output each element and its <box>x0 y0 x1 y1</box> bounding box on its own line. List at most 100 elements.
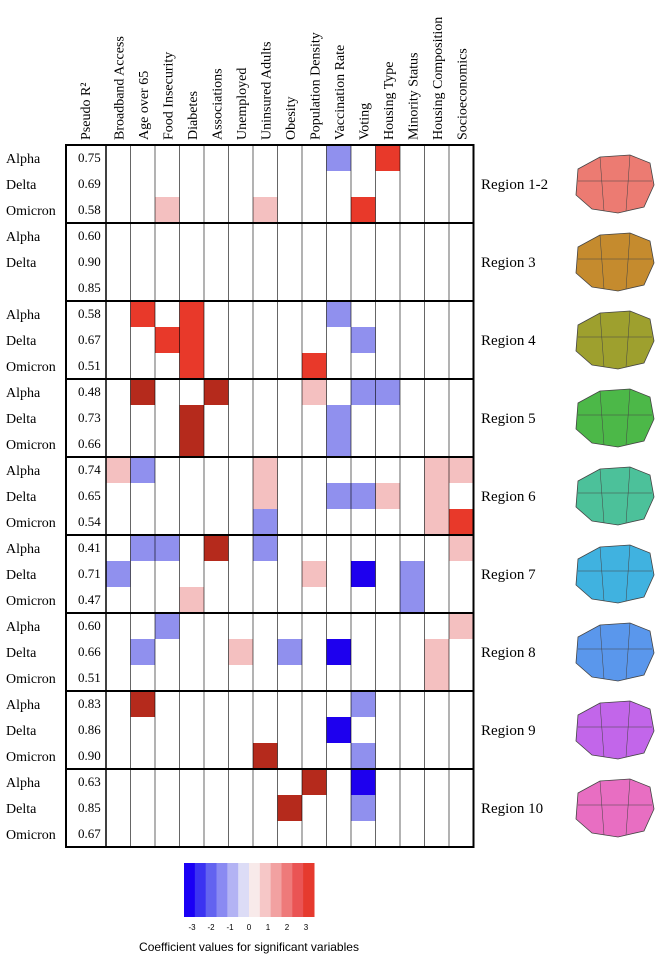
legend-tick: -2 <box>207 923 215 932</box>
heatmap-cell <box>130 691 155 717</box>
legend-swatch <box>281 863 293 917</box>
variant-label: Delta <box>6 646 37 661</box>
region-map <box>575 778 655 838</box>
heatmap-cell <box>351 561 376 587</box>
heatmap-cell <box>302 353 327 379</box>
variant-label: Delta <box>6 412 37 427</box>
region-map <box>575 388 655 448</box>
heatmap-cell <box>326 639 351 665</box>
variant-label: Alpha <box>6 386 41 401</box>
pseudo-r2-value: 0.69 <box>78 176 101 191</box>
legend-tick: 2 <box>285 923 290 932</box>
pseudo-r2-value: 0.90 <box>78 748 101 763</box>
pseudo-r2-value: 0.47 <box>78 592 101 607</box>
heatmap-cell <box>130 535 155 561</box>
region-map <box>575 232 655 292</box>
heatmap-cell <box>351 769 376 795</box>
variant-label: Alpha <box>6 152 41 167</box>
variant-label: Delta <box>6 490 37 505</box>
heatmap-cell <box>179 587 204 613</box>
pseudo-r2-value: 0.66 <box>78 644 101 659</box>
column-header: Housing Composition <box>431 17 446 140</box>
heatmap-cell <box>375 379 400 405</box>
column-header: Population Density <box>308 32 323 140</box>
pseudo-r2-value: 0.71 <box>78 566 101 581</box>
heatmap-cell <box>400 561 425 587</box>
region-label: Region 5 <box>481 411 536 427</box>
region-map-borders <box>578 154 652 212</box>
heatmap-cell <box>449 457 474 483</box>
region-map-borders <box>578 544 652 602</box>
legend-tick: -1 <box>226 923 234 932</box>
legend-swatch <box>249 863 261 917</box>
heatmap-cell <box>277 639 302 665</box>
region-map-borders <box>578 388 652 446</box>
region-label: Region 1-2 <box>481 177 548 193</box>
heatmap-cell <box>351 197 376 223</box>
heatmap-cell <box>106 457 131 483</box>
heatmap-cell <box>228 639 253 665</box>
region-map-borders <box>578 232 652 290</box>
legend-swatch <box>292 863 304 917</box>
heatmap-cell <box>155 197 180 223</box>
pseudo-r2-value: 0.90 <box>78 254 101 269</box>
pseudo-r2-value: 0.85 <box>78 800 101 815</box>
variant-label: Delta <box>6 802 37 817</box>
grid-border <box>65 144 475 848</box>
legend-swatch <box>216 863 228 917</box>
pseudo-r2-value: 0.60 <box>78 228 101 243</box>
pseudo-r2-value: 0.60 <box>78 618 101 633</box>
column-header: Diabetes <box>186 91 201 140</box>
heatmap-cell <box>130 639 155 665</box>
region-map-borders <box>578 466 652 524</box>
pseudo-r2-value: 0.41 <box>78 540 101 555</box>
variant-label: Omicron <box>6 828 56 843</box>
pseudo-r2-value: 0.66 <box>78 436 101 451</box>
heatmap-cell <box>351 327 376 353</box>
heatmap-cell <box>326 145 351 171</box>
column-header: Minority Status <box>406 52 421 140</box>
region-map <box>575 310 655 370</box>
region-map-borders <box>578 700 652 758</box>
column-header: Housing Type <box>382 62 397 140</box>
region-map-borders <box>578 622 652 680</box>
legend-swatch <box>270 863 282 917</box>
column-header: Associations <box>210 68 225 140</box>
region-map-borders <box>578 778 652 836</box>
legend-swatch <box>227 863 239 917</box>
pseudo-r2-value: 0.73 <box>78 410 101 425</box>
region-label: Region 10 <box>481 801 543 817</box>
region-label: Region 3 <box>481 255 536 271</box>
heatmap-cell <box>424 665 449 691</box>
legend-swatch <box>184 863 196 917</box>
pseudo-r2-value: 0.75 <box>78 150 101 165</box>
column-header: Age over 65 <box>137 71 152 140</box>
heatmap-cell <box>351 483 376 509</box>
heatmap-cell <box>204 535 229 561</box>
heatmap-cell <box>351 743 376 769</box>
heatmap-cell <box>155 535 180 561</box>
heatmap-cell <box>130 301 155 327</box>
heatmap-cell <box>351 795 376 821</box>
heatmap-cell <box>277 795 302 821</box>
variant-label: Alpha <box>6 464 41 479</box>
variant-label: Omicron <box>6 438 56 453</box>
heatmap-cell <box>155 613 180 639</box>
heatmap-cell <box>449 613 474 639</box>
variant-label: Delta <box>6 568 37 583</box>
variant-label: Delta <box>6 334 37 349</box>
pseudo-r2-value: 0.74 <box>78 462 101 477</box>
pseudo-r2-value: 0.54 <box>78 514 101 529</box>
heatmap-cell <box>302 561 327 587</box>
column-header: Food Insecurity <box>161 52 176 140</box>
legend-tick: -3 <box>188 923 196 932</box>
region-label: Region 6 <box>481 489 536 505</box>
heatmap-cell <box>326 431 351 457</box>
heatmap-cell <box>351 691 376 717</box>
heatmap-cell <box>424 639 449 665</box>
heatmap-cell <box>130 379 155 405</box>
heatmap-cell <box>424 509 449 535</box>
variant-label: Omicron <box>6 360 56 375</box>
variant-label: Omicron <box>6 204 56 219</box>
